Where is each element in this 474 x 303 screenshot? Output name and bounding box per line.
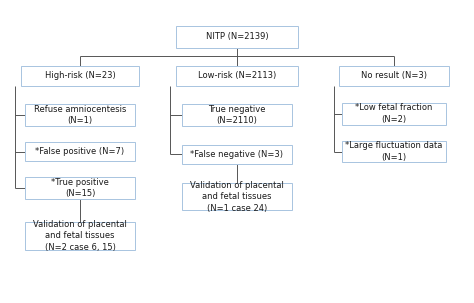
Text: High-risk (N=23): High-risk (N=23) [45, 72, 115, 80]
Text: Refuse amniocentesis
(N=1): Refuse amniocentesis (N=1) [34, 105, 126, 125]
FancyBboxPatch shape [26, 177, 135, 199]
Text: Validation of placental
and fetal tissues
(N=2 case 6, 15): Validation of placental and fetal tissue… [33, 220, 127, 252]
FancyBboxPatch shape [182, 104, 292, 126]
FancyBboxPatch shape [182, 183, 292, 210]
Text: *False negative (N=3): *False negative (N=3) [191, 150, 283, 159]
Text: *Low fetal fraction
(N=2): *Low fetal fraction (N=2) [356, 103, 433, 124]
Text: *False positive (N=7): *False positive (N=7) [36, 147, 125, 156]
Text: NITP (N=2139): NITP (N=2139) [206, 32, 268, 41]
FancyBboxPatch shape [21, 66, 139, 86]
FancyBboxPatch shape [26, 222, 135, 250]
Text: *True positive
(N=15): *True positive (N=15) [51, 178, 109, 198]
FancyBboxPatch shape [175, 66, 299, 86]
Text: Low-risk (N=2113): Low-risk (N=2113) [198, 72, 276, 80]
Text: *Large fluctuation data
(N=1): *Large fluctuation data (N=1) [345, 141, 443, 162]
FancyBboxPatch shape [175, 26, 299, 48]
FancyBboxPatch shape [182, 145, 292, 164]
FancyBboxPatch shape [342, 141, 447, 162]
Text: Validation of placental
and fetal tissues
(N=1 case 24): Validation of placental and fetal tissue… [190, 181, 284, 212]
FancyBboxPatch shape [26, 104, 135, 126]
Text: No result (N=3): No result (N=3) [361, 72, 427, 80]
FancyBboxPatch shape [339, 66, 448, 86]
FancyBboxPatch shape [26, 142, 135, 161]
Text: True negative
(N=2110): True negative (N=2110) [208, 105, 266, 125]
FancyBboxPatch shape [342, 103, 447, 125]
